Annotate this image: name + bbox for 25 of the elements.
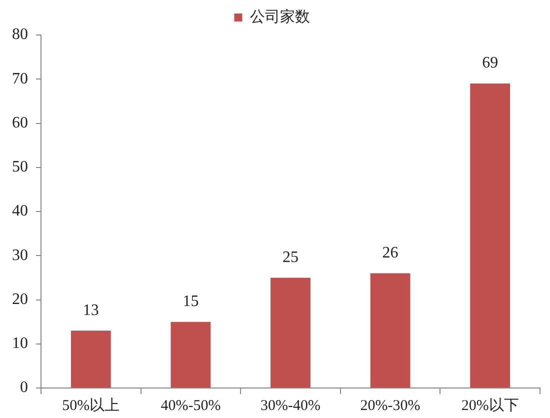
data-label: 26 <box>382 244 398 262</box>
y-tick-label: 20 <box>12 290 28 308</box>
bar <box>70 330 111 388</box>
x-tick-label: 30%-40% <box>260 398 320 414</box>
y-tick-label: 70 <box>12 70 28 88</box>
bar <box>370 273 410 388</box>
legend-label: 公司家数 <box>250 8 310 26</box>
y-tick-label: 0 <box>20 379 28 396</box>
y-tick-label: 40 <box>12 202 28 220</box>
y-tick-label: 60 <box>12 114 28 132</box>
data-label: 13 <box>82 302 99 319</box>
y-tick-label: 80 <box>12 26 28 44</box>
x-tick-label: 20%-30% <box>360 398 420 414</box>
bar <box>170 322 211 388</box>
y-tick-label: 30 <box>12 246 28 264</box>
x-tick-label: 40%-50% <box>160 398 221 414</box>
data-label: 25 <box>282 248 298 266</box>
y-tick-label: 10 <box>12 335 28 352</box>
y-tick-label: 50 <box>12 158 28 176</box>
bar <box>270 278 310 388</box>
bar <box>470 84 510 388</box>
data-label: 69 <box>482 54 498 72</box>
data-label: 15 <box>182 293 199 310</box>
x-tick-label: 50%以上 <box>62 396 120 414</box>
x-tick-label: 20%以下 <box>461 396 519 414</box>
